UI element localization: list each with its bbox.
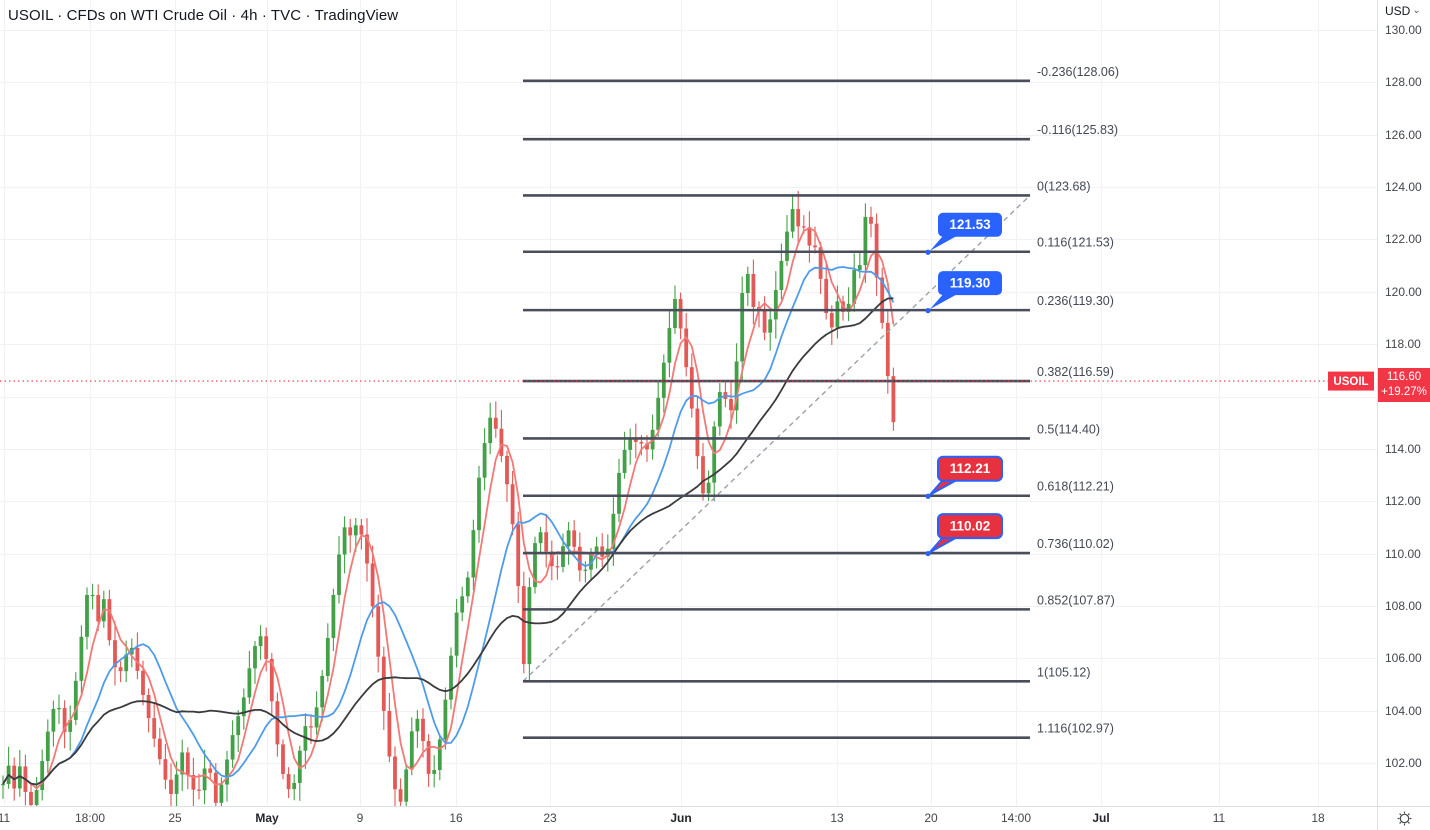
fib-level-label: 0.5(114.40) bbox=[1037, 422, 1100, 436]
time-label: Jul bbox=[1092, 811, 1110, 825]
price-tick-label: 108.00 bbox=[1385, 598, 1422, 613]
chevron-down-icon: ⌄ bbox=[1412, 5, 1421, 16]
price-tick-label: 120.00 bbox=[1385, 284, 1422, 299]
callout-price-text: 112.21 bbox=[950, 461, 991, 476]
price-tick-label: 118.00 bbox=[1385, 337, 1421, 352]
price-tick-label: 110.00 bbox=[1385, 546, 1421, 561]
fib-anchor-dot bbox=[925, 550, 931, 557]
fib-level-label: 0.736(110.02) bbox=[1037, 537, 1114, 551]
time-label: 14:00 bbox=[1000, 811, 1032, 825]
ma-slow-line[interactable] bbox=[2, 297, 894, 786]
fib-level-label: -0.116(125.83) bbox=[1037, 123, 1118, 137]
current-price-change: +19.27% bbox=[1381, 385, 1427, 398]
price-tick-label: 112.00 bbox=[1385, 494, 1421, 509]
price-axis[interactable]: USD ⌄ 130.00 128.00 126.00 124.00 122.00 120.… bbox=[1377, 0, 1430, 807]
price-callout[interactable]: 119.30 bbox=[925, 271, 1002, 314]
time-label: 23 bbox=[543, 811, 557, 825]
time-label: 11 bbox=[1212, 811, 1226, 825]
currency-dropdown[interactable]: USD ⌄ bbox=[1385, 4, 1421, 18]
fib-level-label: 0(123.68) bbox=[1037, 179, 1091, 193]
time-axis[interactable]: 11 18:00 25 May 9 16 23 Jun 13 20 14:00 Jul 11 18 bbox=[0, 806, 1430, 830]
callout-price-text: 110.02 bbox=[950, 519, 991, 534]
ma-fast-line[interactable] bbox=[2, 227, 895, 790]
fib-level-label: 0.382(116.59) bbox=[1037, 365, 1114, 379]
price-callout[interactable]: 110.02 bbox=[925, 513, 1003, 557]
fib-anchor-dot bbox=[925, 308, 931, 314]
time-label: 18:00 bbox=[74, 811, 106, 825]
fib-anchor-dot bbox=[925, 493, 931, 499]
ma-mid-line[interactable] bbox=[2, 266, 895, 786]
callout-price-text: 119.30 bbox=[950, 276, 991, 291]
currency-label: USD bbox=[1385, 4, 1411, 18]
time-label: May bbox=[255, 811, 279, 825]
candlesticks bbox=[1, 191, 896, 819]
current-price-value: 116.60 bbox=[1386, 370, 1422, 383]
time-label: 18 bbox=[1311, 811, 1325, 825]
time-label: 13 bbox=[830, 811, 844, 825]
chart-title[interactable]: USOIL · CFDs on WTI Crude Oil · 4h · TVC… bbox=[8, 7, 399, 24]
fib-level-label: 1.116(102.97) bbox=[1037, 722, 1114, 736]
grid-lines bbox=[0, 0, 1377, 806]
price-tick-label: 114.00 bbox=[1385, 441, 1421, 456]
price-tick-label: 128.00 bbox=[1385, 75, 1422, 90]
price-tick-label: 124.00 bbox=[1385, 180, 1422, 195]
price-callout[interactable]: 112.21 bbox=[925, 455, 1003, 499]
symbol-price-tag: USOIL bbox=[1328, 371, 1374, 391]
price-tick-label: 106.00 bbox=[1385, 651, 1422, 666]
fib-level-label: 0.236(119.30) bbox=[1037, 294, 1114, 308]
price-tick-label: 130.00 bbox=[1385, 23, 1422, 37]
price-callout[interactable]: 121.53 bbox=[925, 212, 1002, 255]
fib-anchor-dot bbox=[925, 249, 931, 255]
price-tick-label: 104.00 bbox=[1385, 703, 1422, 718]
callout-price-text: 121.53 bbox=[949, 217, 991, 232]
fib-level-label: -0.236(128.06) bbox=[1037, 65, 1119, 79]
price-tick-label: 102.00 bbox=[1385, 756, 1422, 771]
price-tick-label: 126.00 bbox=[1385, 127, 1422, 142]
current-price-badge: 116.60 +19.27% bbox=[1378, 367, 1430, 402]
time-label: Jun bbox=[670, 811, 692, 825]
svg-text:USOIL: USOIL bbox=[1333, 376, 1368, 388]
fib-level-label: 0.852(107.87) bbox=[1037, 593, 1115, 607]
time-label: 16 bbox=[449, 811, 463, 825]
time-label: 20 bbox=[924, 811, 938, 825]
fib-level-label: 1(105.12) bbox=[1037, 665, 1091, 679]
timezone-clock-icon[interactable] bbox=[1377, 806, 1430, 830]
clock-glyph bbox=[1397, 811, 1411, 826]
time-label: 25 bbox=[168, 811, 182, 825]
fib-level-label: 0.116(121.53) bbox=[1037, 236, 1114, 250]
fib-level-label: 0.618(112.21) bbox=[1037, 480, 1114, 494]
fib-retracement[interactable]: -0.236(128.06) -0.116(125.83) 0(123.68) 0.1… bbox=[522, 65, 1119, 739]
price-tick-label: 122.00 bbox=[1385, 232, 1422, 247]
time-label: 9 bbox=[356, 811, 364, 825]
time-label: 11 bbox=[0, 811, 11, 825]
